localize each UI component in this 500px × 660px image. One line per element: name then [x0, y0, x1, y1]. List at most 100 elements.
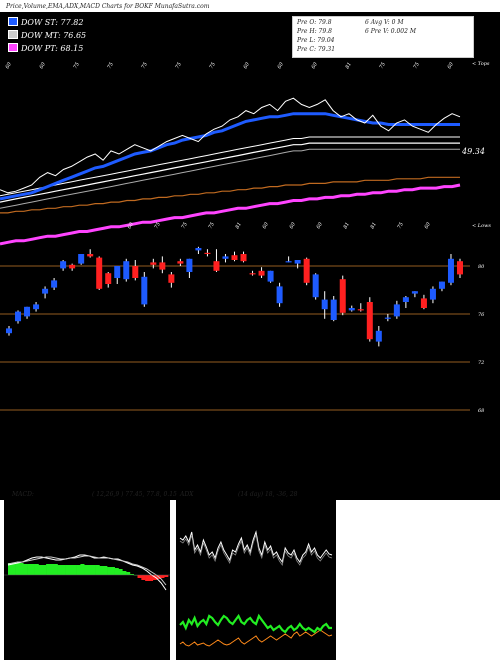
- candle: [375, 326, 382, 347]
- candle: [15, 310, 22, 324]
- candle: [33, 302, 40, 312]
- macd-histogram-bar: [99, 566, 104, 575]
- candle: [357, 303, 364, 312]
- macd-histogram-bar: [61, 565, 66, 575]
- macd-histogram-bar: [53, 564, 58, 575]
- adx-green-line: [179, 613, 332, 634]
- candle-body: [457, 261, 463, 275]
- price-value-label: 49.34: [461, 147, 485, 156]
- candle-body: [375, 330, 382, 342]
- top-label: 60: [311, 61, 320, 70]
- candle-body: [24, 306, 31, 317]
- legend-dow-mt: DOW MT: 76.65: [8, 30, 86, 40]
- info-open: Pre O: 79.8: [297, 19, 332, 26]
- macd-histogram-bar: [103, 566, 108, 575]
- lows-label: < Lows: [472, 223, 491, 229]
- main-chart-labels: 60 60 75 75 75 75 75 60 60 60 81 75 75 60 60 75 75 75 81 60…: [5, 61, 492, 230]
- legend-swatch-pt: [8, 43, 18, 52]
- candle-body: [312, 274, 319, 298]
- candle-body: [222, 256, 229, 259]
- candle: [231, 251, 238, 262]
- candle-body: [411, 291, 418, 294]
- top-label: 75: [73, 61, 81, 70]
- candle-body: [285, 261, 292, 263]
- legend-label-pt: DOW PT: 68.15: [21, 44, 84, 53]
- macd-histogram-bar: [46, 564, 51, 575]
- adx-label: ADX: [180, 491, 194, 498]
- bottom-label: 75: [397, 221, 405, 230]
- candle-body: [96, 257, 103, 289]
- candle: [321, 291, 328, 319]
- ema-mt-line: [0, 142, 460, 203]
- candle-body: [168, 274, 175, 283]
- candle-body: [177, 261, 184, 264]
- candle: [258, 267, 265, 278]
- macd-histogram-bar: [68, 565, 74, 575]
- top-label: 81: [345, 61, 353, 70]
- candle: [240, 251, 247, 263]
- candle-body: [330, 299, 337, 320]
- candle-body: [159, 262, 166, 270]
- macd-histogram-bar: [137, 575, 142, 578]
- candle-body: [204, 252, 211, 254]
- candle-body: [303, 258, 310, 283]
- candle-body: [393, 304, 400, 317]
- candle: [141, 272, 148, 307]
- macd-histogram-bar: [84, 565, 89, 575]
- bottom-label: 60: [262, 221, 271, 230]
- candle: [195, 246, 202, 254]
- candle: [87, 249, 94, 258]
- candle: [348, 305, 355, 312]
- top-label: 75: [209, 61, 217, 70]
- top-label: 75: [413, 61, 421, 70]
- candle-body: [87, 254, 94, 257]
- top-label: 75: [175, 61, 183, 70]
- chart-title: Price,Volume,EMA,ADX,MACD Charts for BOK…: [6, 3, 210, 10]
- candle-body: [276, 286, 283, 304]
- candle: [366, 297, 373, 342]
- candle: [150, 258, 157, 269]
- top-label: 60: [5, 61, 14, 70]
- price-tick-label: 68: [478, 408, 484, 414]
- candle: [393, 300, 400, 319]
- bottom-label: 60: [424, 221, 433, 230]
- candle-body: [402, 297, 409, 302]
- candle-body: [15, 311, 22, 322]
- candle: [447, 254, 454, 286]
- candle: [132, 260, 139, 281]
- legend-swatch-st: [8, 17, 18, 26]
- candle-body: [51, 280, 58, 288]
- candlestick-panel: 80 76 72 68: [0, 246, 485, 414]
- adx-white-shadow-line: [179, 533, 333, 566]
- macd-histogram-bar: [107, 567, 112, 575]
- tops-label: < Tops: [472, 61, 490, 67]
- info-avg-volume: 6 Avg V: 0 M: [365, 19, 404, 26]
- bottom-label: 81: [235, 221, 243, 230]
- macd-histogram-bar: [42, 565, 47, 575]
- candle: [429, 286, 436, 304]
- adx-white-line: [179, 530, 333, 564]
- candle: [330, 296, 337, 322]
- ema-panel: [0, 97, 461, 246]
- legend-label-mt: DOW MT: 76.65: [21, 31, 87, 40]
- macd-histogram-bar: [129, 574, 135, 575]
- candle: [60, 260, 67, 271]
- macd-histogram-bar: [164, 575, 169, 577]
- macd-histogram-bar: [76, 565, 81, 575]
- candle: [438, 281, 445, 292]
- candle: [457, 258, 463, 278]
- top-label: 60: [243, 61, 252, 70]
- macd-histogram-bar: [114, 568, 119, 575]
- candle: [177, 258, 184, 266]
- macd-label: MACD:: [12, 491, 34, 498]
- candle-body: [384, 317, 391, 319]
- macd-panel: [4, 500, 170, 660]
- macd-histogram-bar: [15, 563, 20, 575]
- top-label: 60: [39, 61, 48, 70]
- macd-histogram-bar: [91, 565, 96, 575]
- info-low: Pre L: 79.04: [297, 37, 335, 44]
- candle-body: [141, 276, 148, 305]
- candle-body: [240, 254, 247, 262]
- candle: [303, 257, 310, 286]
- candle: [204, 249, 211, 257]
